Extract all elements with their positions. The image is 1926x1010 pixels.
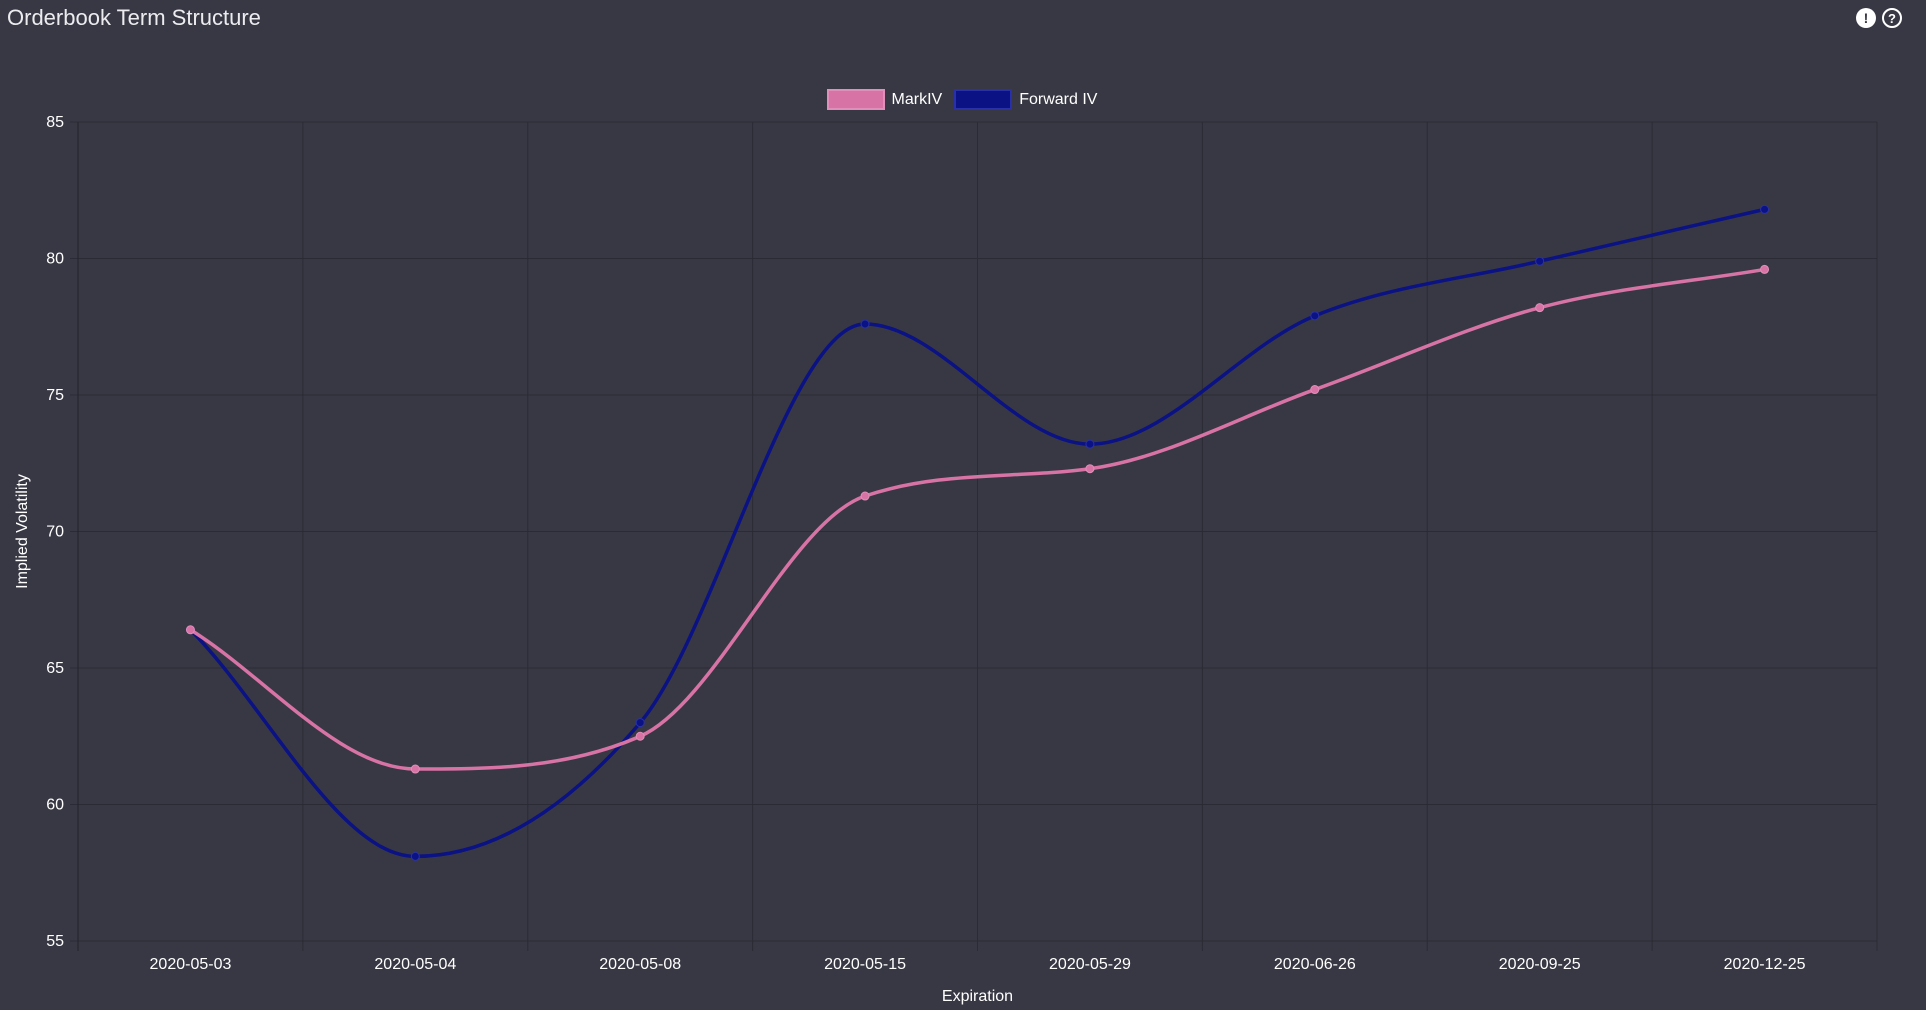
legend-item-markiv[interactable]: MarkIV (826, 89, 943, 110)
data-point-markiv (1085, 464, 1095, 474)
data-point-forward-iv (1760, 204, 1770, 214)
header-icons: ! ? (1856, 8, 1902, 28)
x-tick-label: 2020-05-08 (599, 956, 681, 973)
page-title: Orderbook Term Structure (7, 5, 261, 30)
x-tick-label: 2020-09-25 (1499, 956, 1581, 973)
x-tick-label: 2020-05-04 (374, 956, 456, 973)
series-line-forward-iv (188, 207, 1767, 859)
data-point-markiv (635, 731, 645, 741)
legend-label-markiv: MarkIV (891, 90, 943, 108)
data-point-forward-iv (1310, 311, 1320, 321)
y-tick-label: 60 (46, 797, 64, 814)
x-tick-label: 2020-06-26 (1274, 956, 1356, 973)
y-tick-label: 55 (46, 933, 64, 950)
data-point-forward-iv (1085, 439, 1095, 449)
y-tick-label: 75 (46, 387, 64, 404)
x-tick-label: 2020-12-25 (1724, 956, 1806, 973)
data-point-forward-iv (860, 319, 870, 329)
data-point-forward-iv (1535, 256, 1545, 266)
question-icon[interactable]: ? (1882, 8, 1902, 28)
data-point-markiv (860, 491, 870, 501)
data-point-markiv (410, 764, 420, 774)
x-tick-label: 2020-05-15 (824, 956, 906, 973)
y-tick-label: 70 (46, 524, 64, 541)
chart-legend: MarkIV Forward IV (0, 89, 1925, 110)
chart-axes: 55 60 65 70 75 80 85 2020-05-03 2020-05-04 2020-0… (46, 114, 1805, 973)
data-point-forward-iv (635, 718, 645, 728)
chart-series (185, 204, 1770, 861)
data-point-markiv (1760, 264, 1770, 274)
series-line-markiv (188, 267, 1767, 771)
data-point-markiv (1535, 303, 1545, 313)
y-tick-label: 85 (46, 114, 64, 131)
legend-swatch-forward-iv (954, 89, 1013, 110)
legend-swatch-markiv (826, 89, 885, 110)
y-tick-label: 80 (46, 251, 64, 268)
exclamation-icon[interactable]: ! (1856, 8, 1876, 28)
x-tick-label: 2020-05-29 (1049, 956, 1131, 973)
x-axis-title: Expiration (942, 988, 1013, 1005)
x-tick-label: 2020-05-03 (150, 956, 232, 973)
y-axis-title: Implied Volatility (14, 474, 31, 589)
data-point-forward-iv (410, 851, 420, 861)
legend-label-forward-iv: Forward IV (1019, 90, 1098, 108)
legend-item-forward-iv[interactable]: Forward IV (954, 89, 1097, 110)
chart-grid (70, 121, 1878, 951)
data-point-markiv (1310, 385, 1320, 395)
data-point-markiv (185, 625, 195, 635)
y-tick-label: 65 (46, 660, 64, 677)
